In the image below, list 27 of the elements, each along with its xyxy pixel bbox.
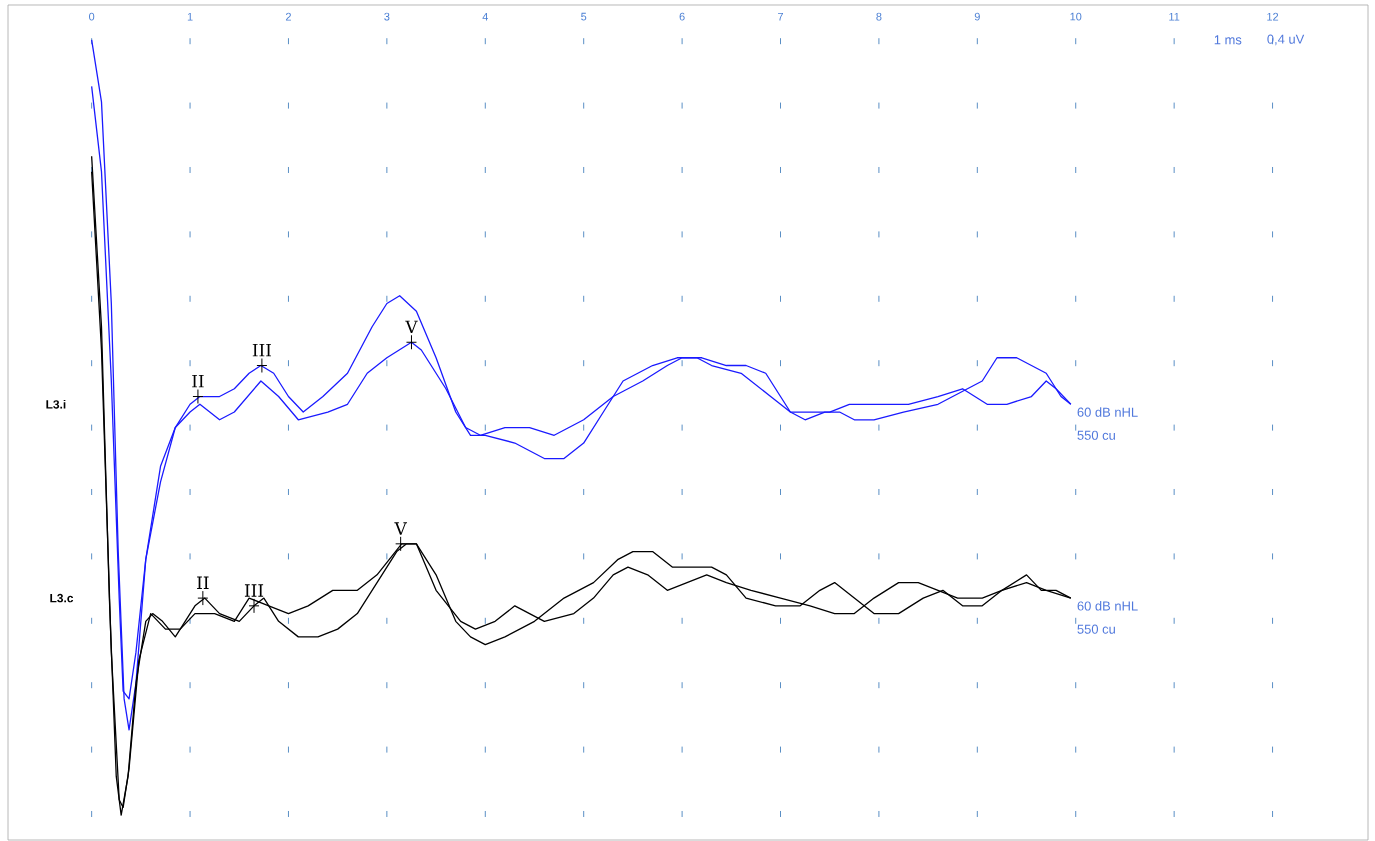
annotation: II xyxy=(192,374,204,388)
x-tick-label: 3 xyxy=(384,12,390,21)
annotation: L3.i xyxy=(46,399,66,409)
x-tick-label: 2 xyxy=(285,12,291,21)
x-tick-label: 4 xyxy=(482,12,488,21)
annotation: 60 dB nHL xyxy=(1077,601,1138,611)
annotation: III xyxy=(244,584,264,597)
x-tick-label: 6 xyxy=(679,12,685,21)
x-tick-label: 12 xyxy=(1267,12,1279,21)
x-tick-label: 11 xyxy=(1169,12,1180,21)
annotation: III xyxy=(252,343,271,357)
x-tick-label: 10 xyxy=(1070,12,1082,21)
x-tick-label: 8 xyxy=(876,12,882,21)
annotation: V xyxy=(394,522,408,535)
x-tick-label: 9 xyxy=(974,12,980,21)
annotation: V xyxy=(405,320,418,334)
annotation: 0,4 uV xyxy=(1267,34,1305,46)
annotation: 550 cu xyxy=(1077,624,1115,634)
annotation: II xyxy=(197,576,209,589)
annotation: 1 ms xyxy=(1214,35,1242,45)
annotation: 550 cu xyxy=(1077,430,1115,440)
x-tick-label: 5 xyxy=(581,12,587,21)
x-tick-label: 0 xyxy=(89,12,95,21)
annotation: L3.c xyxy=(50,593,74,603)
x-tick-label: 7 xyxy=(778,12,784,21)
x-tick-label: 1 xyxy=(187,12,193,21)
annotation: 60 dB nHL xyxy=(1077,407,1138,417)
